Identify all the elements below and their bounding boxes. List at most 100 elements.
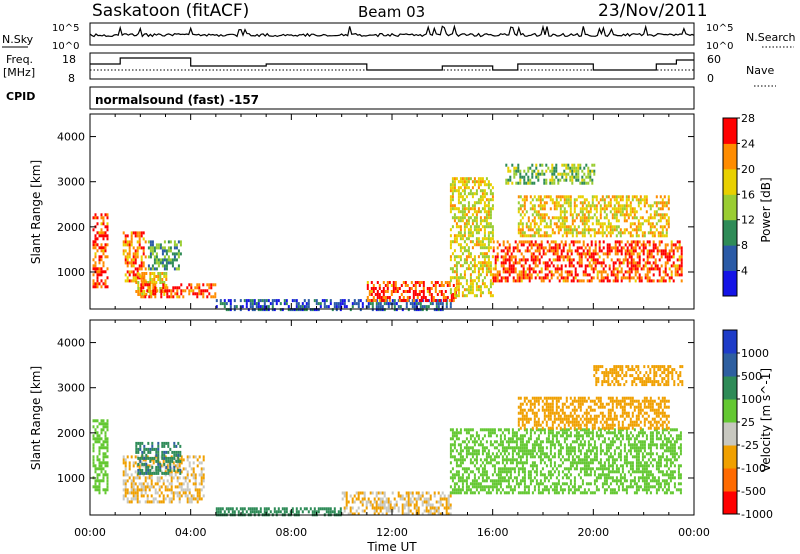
echo-cell <box>598 246 601 250</box>
echo-cell <box>638 264 641 268</box>
echo-cell <box>96 467 99 471</box>
echo-cell <box>523 181 526 185</box>
echo-cell <box>563 216 566 220</box>
echo-cell <box>578 264 581 268</box>
echo-cell <box>544 261 547 265</box>
echo-cell <box>479 485 482 489</box>
echo-region <box>140 283 217 299</box>
echo-cell <box>553 201 556 205</box>
echo-cell <box>98 282 101 286</box>
echo-cell <box>424 299 427 302</box>
echo-cell <box>413 308 416 312</box>
echo-cell <box>289 308 292 312</box>
echo-cell <box>439 308 442 312</box>
echo-cell <box>457 225 460 229</box>
echo-cell <box>585 163 588 167</box>
echo-cell <box>139 468 142 472</box>
echo-cell <box>174 473 177 477</box>
echo-cell <box>541 216 544 220</box>
echo-cell <box>174 470 177 474</box>
echo-cell <box>459 210 462 214</box>
echo-cell <box>267 507 270 511</box>
echo-cell <box>527 470 530 474</box>
echo-cell <box>165 272 168 275</box>
echo-cell <box>98 437 101 441</box>
echo-cell <box>487 234 490 238</box>
echo-cell <box>154 292 157 296</box>
echo-cell <box>489 479 492 483</box>
echo-cell <box>575 204 578 208</box>
echo-cell <box>549 181 552 185</box>
echo-cell <box>591 222 594 226</box>
echo-cell <box>170 473 173 477</box>
echo-cell <box>522 273 525 277</box>
echo-cell <box>170 295 173 299</box>
echo-cell <box>538 246 541 250</box>
echo-cell <box>153 275 156 278</box>
echo-cell <box>571 166 574 170</box>
echo-cell <box>489 282 492 286</box>
echo-cell <box>441 302 444 306</box>
echo-cell <box>573 488 576 492</box>
echo-cell <box>534 255 537 259</box>
echo-cell <box>654 261 657 265</box>
echo-cell <box>565 428 568 432</box>
echo-cell <box>539 473 542 477</box>
echo-cell <box>569 479 572 483</box>
echo-cell <box>291 510 294 514</box>
echo-cell <box>140 258 143 262</box>
echo-cell <box>541 207 544 211</box>
echo-cell <box>469 225 472 229</box>
echo-cell <box>526 258 529 262</box>
echo-cell <box>251 305 254 309</box>
echo-cell <box>647 222 650 226</box>
echo-cell <box>384 284 387 287</box>
echo-cell <box>599 443 602 447</box>
echo-cell <box>535 213 538 217</box>
colorbar-frame <box>722 117 738 297</box>
echo-cell <box>489 198 492 202</box>
echo-cell <box>151 264 154 268</box>
echo-cell <box>98 434 101 438</box>
echo-cell <box>229 305 232 309</box>
echo-cell <box>156 482 159 486</box>
echo-cell <box>158 479 161 483</box>
echo-cell <box>459 452 462 456</box>
echo-cell <box>508 255 511 259</box>
echo-cell <box>477 443 480 447</box>
echo-cell <box>497 443 500 447</box>
echo-cell <box>142 283 145 287</box>
echo-cell <box>585 210 588 214</box>
echo-cell <box>176 494 179 498</box>
echo-cell <box>184 494 187 498</box>
echo-cell <box>489 291 492 295</box>
echo-cell <box>381 500 384 504</box>
echo-cell <box>487 225 490 229</box>
echo-cell <box>219 507 222 511</box>
echo-cell <box>153 246 156 250</box>
echo-cell <box>537 225 540 229</box>
echo-cell <box>594 249 597 253</box>
echo-cell <box>455 264 458 268</box>
echo-cell <box>157 246 160 250</box>
echo-cell <box>579 181 582 185</box>
echo-cell <box>383 491 386 495</box>
echo-cell <box>581 207 584 211</box>
echo-cell <box>531 207 534 211</box>
echo-cell <box>132 476 135 480</box>
echo-cell <box>547 440 550 444</box>
ytick-label: 2000 <box>57 221 85 234</box>
echo-cell <box>221 507 224 511</box>
echo-cell <box>597 228 600 232</box>
echo-cell <box>168 500 171 504</box>
echo-cell <box>152 292 155 296</box>
echo-cell <box>433 491 436 495</box>
echo-cell <box>521 455 524 459</box>
echo-cell <box>461 177 464 181</box>
echo-cell <box>394 281 397 284</box>
echo-cell <box>459 491 462 495</box>
echo-cell <box>485 177 488 181</box>
echo-cell <box>379 506 382 510</box>
echo-cell <box>188 491 191 495</box>
echo-cell <box>96 488 99 492</box>
